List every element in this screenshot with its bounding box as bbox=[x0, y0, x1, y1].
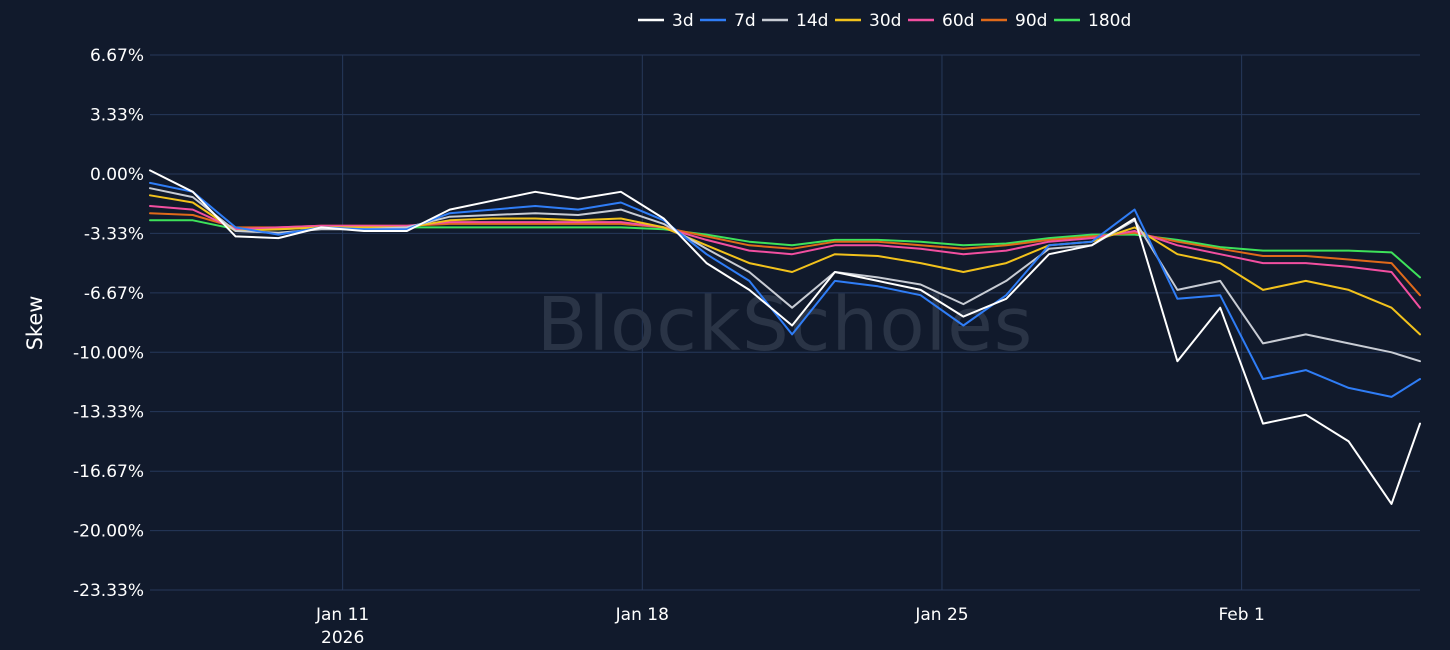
legend-label: 30d bbox=[869, 11, 901, 31]
y-tick-label: -20.00% bbox=[73, 522, 144, 542]
legend-label: 14d bbox=[796, 11, 828, 31]
x-tick-sublabel: 2026 bbox=[321, 628, 364, 648]
legend-label: 180d bbox=[1088, 11, 1131, 31]
y-axis-title: Skew bbox=[23, 296, 47, 351]
x-axis-ticks: Jan 11 2026 Jan 18 Jan 25 Feb 1 bbox=[315, 605, 1265, 648]
legend-item-180d[interactable]: 180d bbox=[1054, 11, 1131, 31]
y-tick-label: -13.33% bbox=[73, 403, 144, 423]
series-line-7d bbox=[149, 181, 1421, 398]
y-tick-label: -3.33% bbox=[84, 224, 144, 244]
x-tick-label: Jan 25 bbox=[914, 605, 968, 625]
legend-item-60d[interactable]: 60d bbox=[908, 11, 974, 31]
series-line-60d bbox=[149, 205, 1421, 309]
y-tick-label: 6.67% bbox=[90, 46, 144, 66]
legend-item-90d[interactable]: 90d bbox=[981, 11, 1047, 31]
legend-item-7d[interactable]: 7d bbox=[700, 11, 756, 31]
x-tick-label: Jan 11 bbox=[315, 605, 369, 625]
legend-label: 3d bbox=[672, 11, 694, 31]
y-tick-label: -16.67% bbox=[73, 462, 144, 482]
legend-item-3d[interactable]: 3d bbox=[638, 11, 694, 31]
series-line-30d bbox=[149, 194, 1421, 336]
y-tick-label: 0.00% bbox=[90, 165, 144, 185]
y-tick-label: -10.00% bbox=[73, 343, 144, 363]
x-tick-label: Jan 18 bbox=[615, 605, 669, 625]
legend-item-14d[interactable]: 14d bbox=[762, 11, 828, 31]
legend-label: 7d bbox=[734, 11, 756, 31]
y-tick-label: 3.33% bbox=[90, 106, 144, 126]
y-tick-label: -6.67% bbox=[84, 284, 144, 304]
legend: 3d 7d 14d 30d 60d 90d 180d bbox=[638, 11, 1131, 31]
y-axis-ticks: 6.67% 3.33% 0.00% -3.33% -6.67% -10.00% -13.33… bbox=[73, 46, 144, 601]
legend-label: 60d bbox=[942, 11, 974, 31]
legend-item-30d[interactable]: 30d bbox=[835, 11, 901, 31]
grid bbox=[150, 54, 1420, 591]
series-line-3d bbox=[149, 169, 1421, 505]
legend-label: 90d bbox=[1015, 11, 1047, 31]
y-tick-label: -23.33% bbox=[73, 581, 144, 601]
series-lines bbox=[149, 169, 1421, 505]
x-tick-label: Feb 1 bbox=[1218, 605, 1264, 625]
